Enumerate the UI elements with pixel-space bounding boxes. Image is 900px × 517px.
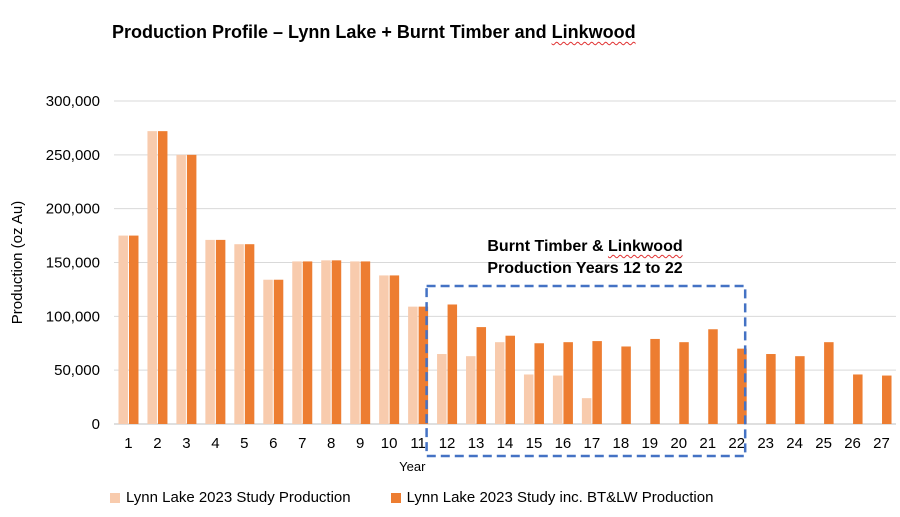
y-tick-label: 200,000 bbox=[46, 201, 100, 218]
x-tick-label: 2 bbox=[153, 435, 161, 452]
bar-series2 bbox=[853, 374, 863, 424]
y-tick-label: 100,000 bbox=[46, 308, 100, 325]
x-axis-title: Year bbox=[399, 459, 426, 474]
bar-series2 bbox=[244, 244, 255, 424]
bar-series2 bbox=[476, 327, 487, 424]
bar-series1 bbox=[176, 154, 186, 425]
legend-swatch-series2 bbox=[390, 492, 401, 503]
x-tick-label: 25 bbox=[815, 435, 832, 452]
bar-series2 bbox=[157, 131, 168, 424]
legend-label-series1: Lynn Lake 2023 Study Production bbox=[126, 489, 351, 506]
x-tick-label: 26 bbox=[844, 435, 861, 452]
legend-item-series1: Lynn Lake 2023 Study Production bbox=[110, 489, 351, 506]
bar-series2 bbox=[360, 261, 371, 424]
bar-series1 bbox=[408, 306, 418, 424]
chart-title-linkwood: Linkwood bbox=[551, 22, 636, 42]
highlight-annotation-line1: Burnt Timber & Linkwood bbox=[440, 237, 730, 257]
x-tick-label: 8 bbox=[327, 435, 335, 452]
x-tick-label: 20 bbox=[670, 435, 687, 452]
x-tick-label: 5 bbox=[240, 435, 248, 452]
bar-series2 bbox=[331, 260, 342, 424]
bar-series2 bbox=[882, 375, 892, 424]
x-tick-label: 17 bbox=[584, 435, 601, 452]
bar-series2 bbox=[215, 239, 226, 424]
bar-series2 bbox=[650, 338, 660, 424]
x-tick-label: 6 bbox=[269, 435, 277, 452]
x-tick-label: 7 bbox=[298, 435, 306, 452]
bar-series1 bbox=[118, 235, 128, 424]
x-tick-label: 23 bbox=[757, 435, 774, 452]
bar-series2 bbox=[795, 356, 805, 424]
chart-title-text: Production Profile – Lynn Lake + Burnt T… bbox=[112, 22, 552, 42]
bar-series2 bbox=[824, 342, 834, 424]
bar-series2 bbox=[389, 275, 400, 424]
bar-series2 bbox=[592, 341, 602, 424]
bar-series1 bbox=[321, 260, 331, 424]
x-tick-label: 4 bbox=[211, 435, 219, 452]
bar-series1 bbox=[234, 244, 244, 424]
bar-series1 bbox=[581, 398, 592, 424]
bar-series2 bbox=[766, 354, 776, 424]
annotation-line1-text: Burnt Timber & bbox=[487, 238, 608, 255]
y-tick-label: 50,000 bbox=[54, 362, 100, 379]
x-tick-label: 9 bbox=[356, 435, 364, 452]
bar-series2 bbox=[563, 342, 573, 424]
x-tick-label: 16 bbox=[555, 435, 572, 452]
y-tick-label: 300,000 bbox=[46, 93, 100, 110]
bar-series2 bbox=[186, 154, 197, 425]
x-tick-label: 21 bbox=[699, 435, 716, 452]
bar-series1 bbox=[292, 261, 302, 424]
x-tick-label: 27 bbox=[873, 435, 890, 452]
x-tick-label: 22 bbox=[728, 435, 745, 452]
bar-series1 bbox=[205, 239, 215, 424]
chart-title: Production Profile – Lynn Lake + Burnt T… bbox=[112, 22, 636, 43]
y-axis-title: Production (oz Au) bbox=[9, 201, 26, 324]
chart-legend: Lynn Lake 2023 Study Production Lynn Lak… bbox=[110, 489, 753, 506]
x-tick-label: 24 bbox=[786, 435, 803, 452]
legend-swatch-series1 bbox=[110, 492, 120, 503]
bar-series1 bbox=[350, 261, 360, 424]
y-tick-label: 150,000 bbox=[46, 255, 100, 272]
bar-series2 bbox=[534, 343, 544, 424]
legend-item-series2: Lynn Lake 2023 Study inc. BT&LW Producti… bbox=[390, 489, 714, 506]
bar-series2 bbox=[418, 306, 429, 424]
bar-series2 bbox=[273, 279, 284, 424]
bar-series1 bbox=[466, 356, 476, 424]
x-tick-label: 1 bbox=[124, 435, 132, 452]
x-tick-label: 12 bbox=[439, 435, 456, 452]
bar-series1 bbox=[495, 342, 505, 424]
x-tick-label: 18 bbox=[613, 435, 630, 452]
bar-series2 bbox=[447, 304, 458, 424]
x-tick-label: 10 bbox=[381, 435, 398, 452]
bar-series1 bbox=[263, 279, 273, 424]
bar-series1 bbox=[147, 131, 157, 424]
bar-series1 bbox=[437, 354, 447, 424]
legend-label-series2: Lynn Lake 2023 Study inc. BT&LW Producti… bbox=[406, 489, 714, 506]
bar-series1 bbox=[552, 375, 563, 424]
x-tick-label: 19 bbox=[641, 435, 658, 452]
y-tick-label: 250,000 bbox=[46, 147, 100, 164]
bar-series2 bbox=[302, 261, 313, 424]
y-tick-label: 0 bbox=[92, 416, 100, 433]
bar-series2 bbox=[128, 235, 139, 424]
x-tick-label: 3 bbox=[182, 435, 190, 452]
annotation-linkwood: Linkwood bbox=[607, 238, 683, 255]
bar-series2 bbox=[737, 348, 747, 424]
bar-series2 bbox=[679, 342, 689, 424]
highlight-annotation-line2: Production Years 12 to 22 bbox=[487, 260, 683, 277]
x-tick-label: 14 bbox=[497, 435, 514, 452]
x-tick-label: 13 bbox=[468, 435, 485, 452]
highlight-box bbox=[425, 284, 747, 458]
x-tick-label: 15 bbox=[526, 435, 543, 452]
bar-series2 bbox=[621, 346, 631, 424]
bar-series2 bbox=[505, 335, 515, 424]
bar-series2 bbox=[708, 329, 718, 424]
x-tick-label: 11 bbox=[410, 435, 426, 452]
bar-series1 bbox=[379, 275, 389, 424]
bar-series1 bbox=[523, 374, 534, 424]
